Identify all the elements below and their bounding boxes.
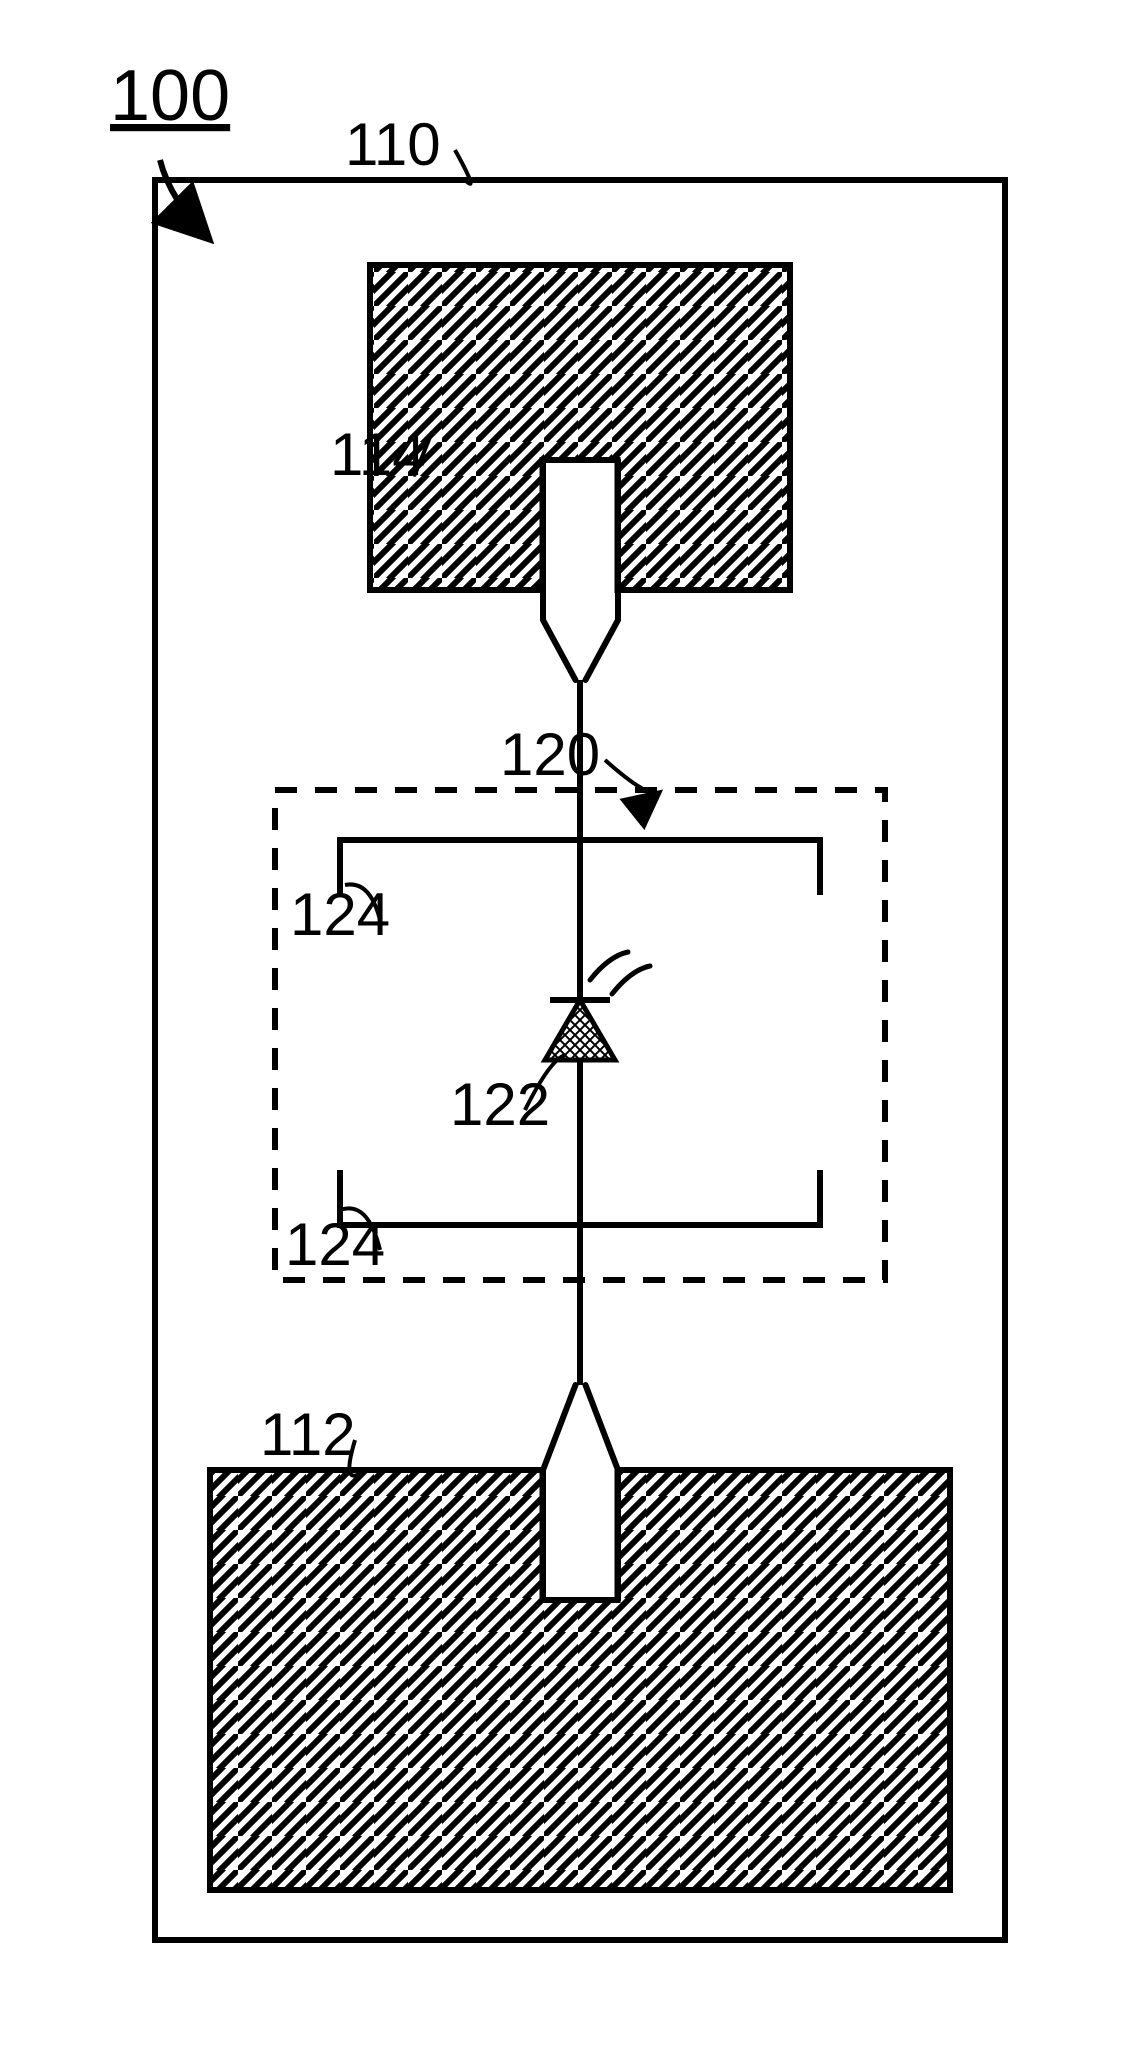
ref-110: 110	[345, 111, 441, 178]
ref-124-upper: 124	[290, 881, 390, 948]
ref-112: 112	[260, 1401, 356, 1468]
schematic-diagram: 100110114120124122124112	[110, 56, 1005, 1940]
ref-120: 120	[500, 721, 600, 788]
ref-100-arrow	[160, 160, 210, 240]
ref-100: 100	[110, 56, 230, 136]
pad-top	[370, 265, 790, 590]
ref-122: 122	[450, 1071, 550, 1138]
diode-light-mark-0	[590, 952, 628, 980]
probe-bottom	[543, 1385, 618, 1600]
pad-bottom	[210, 1470, 950, 1890]
ref-114: 114	[330, 421, 426, 488]
probe-top	[543, 460, 618, 680]
diode-light-mark-1	[612, 966, 650, 994]
diode-triangle	[545, 1000, 615, 1060]
